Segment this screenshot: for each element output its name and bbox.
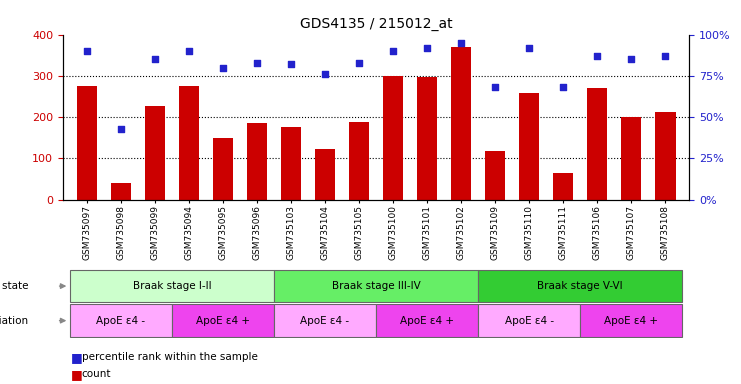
Bar bbox=[172, 305, 274, 337]
Text: genotype/variation: genotype/variation bbox=[0, 316, 29, 326]
Bar bbox=[70, 270, 274, 302]
Bar bbox=[451, 47, 471, 200]
Bar bbox=[376, 305, 478, 337]
Bar bbox=[349, 122, 369, 200]
Bar bbox=[247, 123, 268, 200]
Bar bbox=[417, 77, 437, 200]
Point bbox=[591, 53, 603, 59]
Text: ApoE ε4 -: ApoE ε4 - bbox=[96, 316, 145, 326]
Bar bbox=[144, 106, 165, 200]
Title: GDS4135 / 215012_at: GDS4135 / 215012_at bbox=[300, 17, 452, 31]
Bar bbox=[179, 86, 199, 200]
Text: percentile rank within the sample: percentile rank within the sample bbox=[82, 352, 257, 362]
Point bbox=[115, 126, 127, 132]
Bar bbox=[580, 305, 682, 337]
Text: ApoE ε4 -: ApoE ε4 - bbox=[505, 316, 554, 326]
Text: ApoE ε4 -: ApoE ε4 - bbox=[300, 316, 350, 326]
Point bbox=[557, 84, 569, 91]
Text: ■: ■ bbox=[70, 351, 82, 364]
Text: Braak stage I-II: Braak stage I-II bbox=[133, 281, 211, 291]
Bar bbox=[274, 270, 478, 302]
Point bbox=[319, 71, 331, 77]
Point bbox=[285, 61, 297, 67]
Bar bbox=[587, 88, 608, 200]
Point bbox=[625, 56, 637, 63]
Point bbox=[523, 45, 535, 51]
Text: ApoE ε4 +: ApoE ε4 + bbox=[400, 316, 454, 326]
Text: Braak stage III-IV: Braak stage III-IV bbox=[332, 281, 420, 291]
Point bbox=[81, 48, 93, 54]
Bar bbox=[274, 305, 376, 337]
Bar bbox=[655, 112, 676, 200]
Text: ApoE ε4 +: ApoE ε4 + bbox=[196, 316, 250, 326]
Bar bbox=[478, 270, 682, 302]
Bar bbox=[485, 151, 505, 200]
Bar bbox=[213, 138, 233, 200]
Point bbox=[183, 48, 195, 54]
Bar bbox=[553, 173, 574, 200]
Point bbox=[421, 45, 433, 51]
Bar bbox=[76, 86, 97, 200]
Point bbox=[489, 84, 501, 91]
Text: disease state: disease state bbox=[0, 281, 29, 291]
Text: Braak stage V-VI: Braak stage V-VI bbox=[537, 281, 623, 291]
Bar bbox=[281, 127, 301, 200]
Bar bbox=[478, 305, 580, 337]
Point bbox=[659, 53, 671, 59]
Point bbox=[387, 48, 399, 54]
Bar bbox=[315, 149, 335, 200]
Bar bbox=[621, 117, 642, 200]
Text: count: count bbox=[82, 369, 111, 379]
Bar bbox=[519, 93, 539, 200]
Point bbox=[353, 60, 365, 66]
Text: ApoE ε4 +: ApoE ε4 + bbox=[604, 316, 658, 326]
Bar bbox=[110, 183, 131, 200]
Bar bbox=[70, 305, 172, 337]
Point bbox=[217, 65, 229, 71]
Bar bbox=[383, 76, 403, 200]
Point bbox=[251, 60, 263, 66]
Point bbox=[455, 40, 467, 46]
Text: ■: ■ bbox=[70, 368, 82, 381]
Point bbox=[149, 56, 161, 63]
